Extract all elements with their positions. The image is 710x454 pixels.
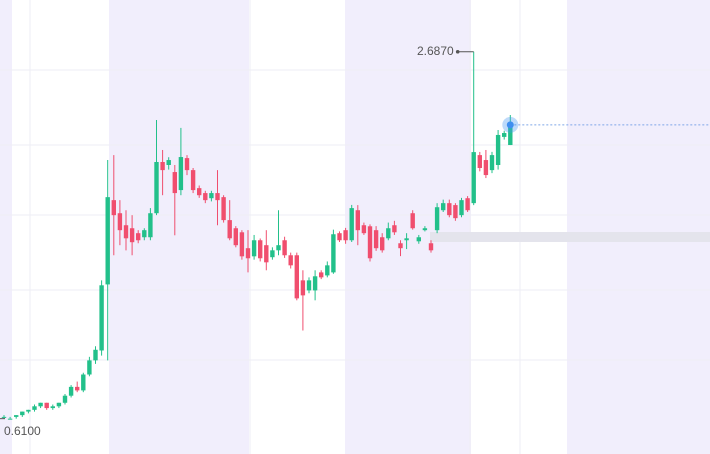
candle-body xyxy=(154,161,159,214)
candle-body xyxy=(105,197,110,285)
candle-body xyxy=(68,386,74,396)
candle-body xyxy=(38,402,43,407)
high-dot xyxy=(455,49,460,54)
candle-body xyxy=(270,250,275,258)
candle-body xyxy=(75,386,80,391)
candle-body xyxy=(239,232,245,257)
candle-body xyxy=(20,411,25,416)
candle-body xyxy=(264,245,269,263)
candle-body xyxy=(319,272,324,278)
candle-body xyxy=(300,280,306,296)
range-band xyxy=(430,232,710,242)
candle-body xyxy=(184,158,190,171)
candle-body xyxy=(87,360,92,375)
candle-body xyxy=(306,280,312,291)
candle-body xyxy=(331,234,336,273)
candle-body xyxy=(62,395,68,403)
candle-body xyxy=(367,226,373,259)
candle-body xyxy=(160,161,165,171)
candle-body xyxy=(190,170,196,191)
candle-body xyxy=(245,248,251,259)
candle-body xyxy=(495,134,501,165)
candle-body xyxy=(117,213,123,231)
candle-body xyxy=(136,233,141,241)
candle-body xyxy=(380,237,385,251)
candle-body xyxy=(404,238,409,241)
candle-body xyxy=(428,243,434,251)
candle-body xyxy=(178,157,184,191)
candle-body xyxy=(203,193,208,201)
candle-body xyxy=(459,200,464,216)
candle-body xyxy=(14,415,19,417)
candle-body xyxy=(294,255,299,299)
last-price-core xyxy=(506,121,514,129)
candle-body xyxy=(44,402,49,409)
candle-body xyxy=(93,349,98,361)
candle-body xyxy=(489,155,495,171)
candle-body xyxy=(129,228,135,243)
candle-body xyxy=(483,160,489,176)
candle-body xyxy=(7,418,13,420)
candle-body xyxy=(477,155,482,168)
candle-body xyxy=(56,402,62,407)
candle-body xyxy=(221,197,226,221)
band xyxy=(0,0,12,454)
candle-body xyxy=(209,193,214,199)
candle-body xyxy=(50,406,55,409)
candle-body xyxy=(465,198,470,211)
high-label: 2.6870 xyxy=(417,44,454,58)
candle-body xyxy=(215,193,220,201)
candle-body xyxy=(197,188,202,196)
candle-body xyxy=(410,213,415,229)
candle-body xyxy=(441,203,446,211)
candle-body xyxy=(251,240,257,257)
candle-body xyxy=(471,152,476,204)
candle-body xyxy=(453,205,458,219)
candle-body xyxy=(233,228,238,246)
candle-body xyxy=(386,228,391,239)
candle-body xyxy=(172,172,177,194)
candle-body xyxy=(148,213,153,238)
candle-body xyxy=(447,203,452,216)
candle-body xyxy=(142,230,147,238)
candle-body xyxy=(1,416,7,418)
candle-body xyxy=(123,225,129,239)
band xyxy=(567,0,710,454)
candle-body xyxy=(258,240,263,259)
candle-body xyxy=(288,255,293,266)
candle-body xyxy=(416,237,421,242)
candle-body xyxy=(312,276,318,291)
low-label: 0.6100 xyxy=(4,424,41,438)
candle-body xyxy=(355,210,360,231)
candle-body xyxy=(343,230,348,241)
candle-body xyxy=(502,133,507,137)
candle-body xyxy=(282,240,287,256)
candle-body xyxy=(166,160,171,165)
candle-body xyxy=(26,409,31,412)
candle-body xyxy=(361,225,367,234)
candle-body xyxy=(398,243,403,249)
candle-body xyxy=(337,233,342,241)
candle-body xyxy=(227,220,232,239)
candle-body xyxy=(508,124,513,146)
candle-body xyxy=(325,265,330,276)
candle-body xyxy=(422,228,428,231)
candle-body xyxy=(276,245,281,251)
candle-body xyxy=(434,207,440,231)
candle-body xyxy=(99,285,104,351)
candle-body xyxy=(392,225,397,233)
candle-body xyxy=(32,406,37,410)
candle-body xyxy=(81,374,86,391)
candle-body xyxy=(349,208,354,241)
candle-body xyxy=(111,200,116,216)
candle-body xyxy=(373,230,379,249)
